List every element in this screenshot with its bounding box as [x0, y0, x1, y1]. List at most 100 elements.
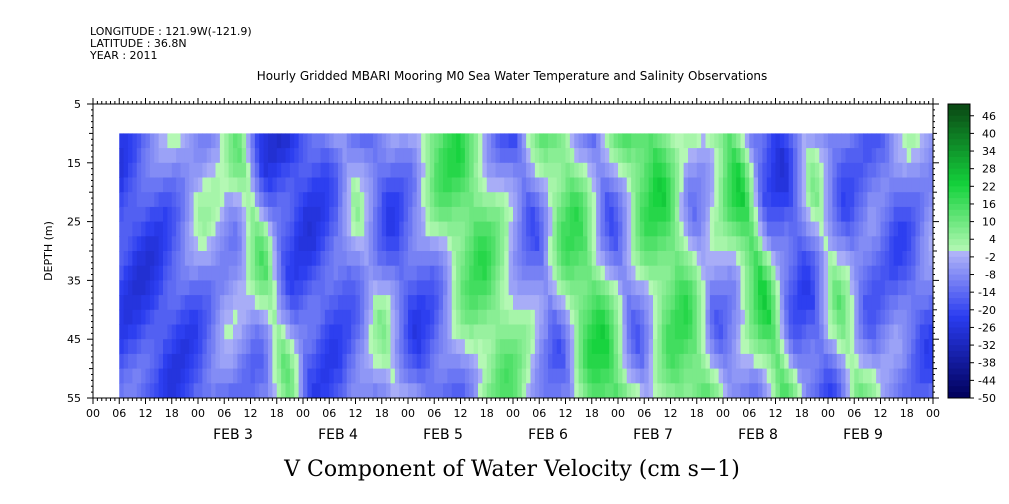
heatmap-cell: [753, 309, 759, 325]
heatmap-cell: [714, 368, 720, 384]
heatmap-cell: [421, 339, 426, 355]
heatmap-cell: [635, 148, 641, 164]
heatmap-cell: [233, 133, 238, 149]
heatmap-cell: [237, 265, 243, 281]
heatmap-cell: [123, 148, 129, 164]
heatmap-cell: [263, 324, 269, 340]
heatmap-cell: [473, 162, 479, 178]
heatmap-cell: [355, 206, 361, 222]
heatmap-cell: [749, 309, 755, 325]
heatmap-cell: [723, 236, 728, 252]
heatmap-cell: [176, 251, 181, 267]
heatmap-cell: [421, 206, 426, 222]
heatmap-cell: [823, 309, 829, 325]
heatmap-cell: [657, 251, 663, 267]
heatmap-cell: [561, 221, 566, 237]
heatmap-cell: [447, 324, 453, 340]
heatmap-cell: [526, 295, 531, 311]
heatmap-cell: [176, 236, 181, 252]
heatmap-cell: [526, 192, 531, 208]
heatmap-cell: [241, 295, 247, 311]
heatmap-cell: [237, 148, 243, 164]
heatmap-cell: [884, 133, 890, 149]
heatmap-cell: [736, 177, 741, 193]
heatmap-cell: [285, 236, 291, 252]
heatmap-cell: [797, 177, 803, 193]
heatmap-cell: [311, 324, 317, 340]
heatmap-cell: [723, 383, 728, 399]
heatmap-cell: [845, 206, 851, 222]
heatmap-cell: [342, 177, 348, 193]
heatmap-cell: [648, 251, 654, 267]
heatmap-cell: [202, 192, 208, 208]
heatmap-cell: [364, 192, 370, 208]
colorbar-swatch: [948, 333, 970, 340]
heatmap-cell: [233, 339, 238, 355]
heatmap-cell: [596, 339, 601, 355]
heatmap-cell: [482, 280, 488, 296]
heatmap-cell: [193, 251, 199, 267]
heatmap-cell: [285, 368, 291, 384]
heatmap-cell: [749, 368, 755, 384]
heatmap-cell: [268, 324, 273, 340]
heatmap-cell: [771, 206, 776, 222]
heatmap-cell: [696, 368, 702, 384]
heatmap-cell: [876, 236, 881, 252]
heatmap-cell: [521, 339, 527, 355]
heatmap-cell: [801, 133, 807, 149]
heatmap-cell: [211, 177, 216, 193]
heatmap-cell: [224, 339, 230, 355]
heatmap-cell: [871, 368, 877, 384]
heatmap-cell: [338, 295, 343, 311]
heatmap-cell: [653, 265, 658, 281]
heatmap-cell: [753, 353, 759, 369]
heatmap-cell: [272, 148, 278, 164]
heatmap-cell: [403, 383, 409, 399]
heatmap-cell: [639, 206, 645, 222]
heatmap-cell: [692, 251, 698, 267]
heatmap-cell: [338, 133, 343, 149]
heatmap-cell: [543, 295, 549, 311]
heatmap-cell: [517, 368, 523, 384]
heatmap-cell: [919, 368, 925, 384]
heatmap-cell: [854, 192, 860, 208]
heatmap-cell: [578, 206, 584, 222]
heatmap-cell: [517, 236, 523, 252]
heatmap-cell: [718, 353, 724, 369]
heatmap-cell: [744, 148, 750, 164]
heatmap-cell: [670, 383, 676, 399]
heatmap-cell: [854, 251, 860, 267]
heatmap-cell: [744, 295, 750, 311]
heatmap-cell: [661, 206, 667, 222]
heatmap-cell: [416, 324, 422, 340]
heatmap-cell: [132, 295, 138, 311]
heatmap-cell: [561, 324, 566, 340]
heatmap-cell: [574, 162, 580, 178]
heatmap-cell: [530, 280, 536, 296]
heatmap-cell: [189, 339, 195, 355]
colorbar-swatch: [948, 392, 970, 399]
heatmap-cell: [324, 324, 330, 340]
heatmap-cell: [753, 280, 759, 296]
heatmap-cell: [272, 133, 278, 149]
heatmap-cell: [696, 339, 702, 355]
heatmap-cell: [556, 339, 562, 355]
heatmap-cell: [447, 251, 453, 267]
heatmap-cell: [338, 324, 343, 340]
heatmap-cell: [727, 206, 733, 222]
heatmap-cell: [766, 236, 772, 252]
heatmap-cell: [679, 192, 685, 208]
heatmap-cell: [246, 309, 251, 325]
heatmap-cell: [381, 148, 387, 164]
heatmap-cell: [604, 192, 610, 208]
heatmap-cell: [189, 265, 195, 281]
heatmap-cell: [272, 295, 278, 311]
heatmap-cell: [132, 177, 138, 193]
heatmap-cell: [521, 280, 527, 296]
heatmap-cell: [504, 133, 510, 149]
heatmap-cell: [701, 309, 706, 325]
heatmap-cell: [250, 206, 256, 222]
heatmap-cell: [298, 309, 304, 325]
heatmap-cell: [403, 353, 409, 369]
heatmap-cell: [215, 353, 221, 369]
